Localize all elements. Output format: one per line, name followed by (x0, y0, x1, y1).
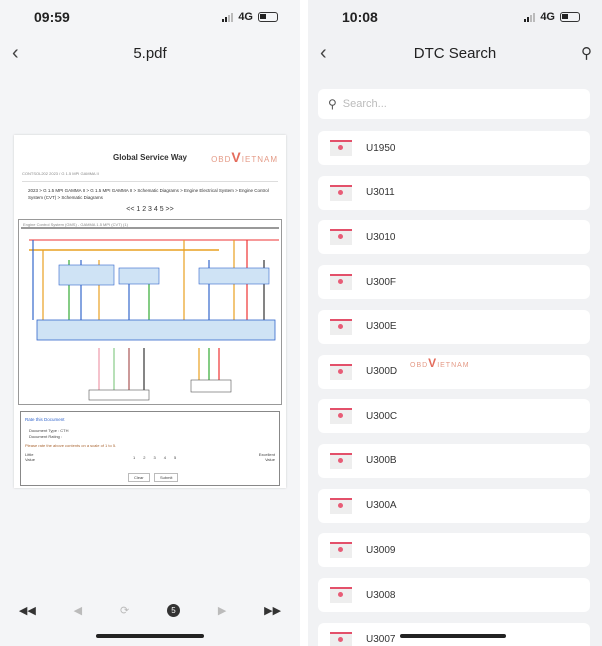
dtc-list-item[interactable]: U300E (318, 309, 590, 344)
pdf-page[interactable]: Global Service Way OBDVIETNAM CONTSOL202… (14, 135, 286, 488)
pdf-pager[interactable]: << 1 2 3 4 5 >> (126, 206, 174, 213)
home-indicator[interactable] (96, 634, 204, 638)
dtc-code: U300B (366, 455, 397, 467)
wiring-diagram: Engine Control System (GMS) - GAMMA 1.5 … (18, 219, 282, 405)
dtc-code-icon (330, 408, 352, 425)
prev-page-icon[interactable]: ◀ (73, 604, 83, 617)
dtc-code: U300D (366, 366, 398, 377)
dtc-list-item[interactable]: U3008 (318, 578, 590, 612)
network-label: 4G (540, 11, 555, 23)
dtc-list-item[interactable]: U300F (318, 265, 590, 300)
dtc-code: U3009 (366, 544, 396, 556)
dtc-code-icon (330, 274, 352, 291)
dtc-code: U300F (366, 276, 397, 288)
breadcrumb: 2023 > G 1.5 MPI GAMMA II > G 1.5 MPI GA… (28, 188, 269, 200)
submit-button[interactable]: Submit (154, 473, 179, 482)
time: 09:59 (34, 9, 70, 25)
dtc-code: U3011 (366, 187, 395, 199)
dtc-code-icon (330, 318, 352, 335)
back-icon[interactable]: ‹ (320, 41, 327, 64)
home-indicator[interactable] (400, 634, 506, 638)
last-page-icon[interactable]: ▶▶ (264, 604, 282, 617)
pdf-header: Global Service Way (113, 153, 187, 162)
dtc-list-item[interactable]: U300A (318, 488, 590, 523)
doc-id: CONTSOL202 2023 / G 1.5 MPI GAMMA II (22, 171, 99, 176)
nav-bar: ‹ DTC Search ⚲ (308, 34, 602, 72)
status-bar: 10:08 4G (308, 0, 602, 34)
dtc-code-icon (330, 497, 352, 514)
logo: OBDVIETNAM (211, 149, 278, 165)
clear-button[interactable]: Clear (128, 473, 150, 482)
pdf-toolbar: ◀◀ ◀ ⟳ 5 ▶ ▶▶ (0, 598, 300, 622)
dtc-list-item[interactable]: U3010 (318, 220, 590, 255)
time: 10:08 (342, 9, 378, 25)
pdf-viewer-screen: 09:59 4G ‹ 5.pdf Global Service Way OBDV… (0, 0, 300, 646)
dtc-list-item[interactable]: U300D (318, 354, 590, 389)
dtc-list-item[interactable]: U3011 (318, 175, 590, 210)
page-number-icon[interactable]: 5 (167, 603, 180, 617)
network-label: 4G (238, 11, 253, 23)
page-title: 5.pdf (133, 44, 167, 62)
search-icon[interactable]: ⚲ (581, 45, 592, 62)
page-title: DTC Search (413, 44, 497, 62)
dtc-code-icon (330, 140, 352, 156)
rating-5[interactable]: 5 (173, 455, 177, 460)
dtc-list-item[interactable]: U1950 (318, 131, 590, 165)
search-placeholder: Search... (342, 98, 387, 110)
rotate-icon[interactable]: ⟳ (119, 604, 130, 617)
dtc-code-icon (330, 184, 352, 201)
back-icon[interactable]: ‹ (12, 41, 19, 64)
dtc-code-icon (330, 631, 352, 646)
rating-4[interactable]: 4 (163, 455, 166, 460)
dtc-list-item[interactable]: U300B (318, 443, 590, 478)
dtc-code: U3008 (366, 589, 396, 601)
signal-icon (524, 12, 536, 22)
dtc-code-icon (330, 542, 352, 559)
rating-1[interactable]: 1 (133, 455, 136, 460)
rating-section: Rate this Document Document Type : CTH D… (20, 411, 280, 486)
dtc-code-icon (330, 452, 352, 469)
battery-icon (560, 12, 580, 22)
nav-bar: ‹ 5.pdf (0, 34, 300, 72)
next-page-icon[interactable]: ▶ (217, 604, 227, 617)
signal-icon (222, 12, 234, 22)
dtc-search-screen: 10:08 4G ‹ DTC Search ⚲ ⚲ Search... U195… (308, 0, 602, 646)
rating-2[interactable]: 2 (143, 455, 146, 460)
dtc-code-icon (330, 363, 352, 380)
dtc-list-item[interactable]: U3009 (318, 533, 590, 568)
watermark: OBDVIETNAM (410, 356, 470, 370)
dtc-code-icon (330, 587, 352, 603)
dtc-code-icon (330, 229, 352, 246)
dtc-code: U3007 (366, 634, 396, 646)
dtc-code: U300E (366, 321, 397, 333)
first-page-icon[interactable]: ◀◀ (18, 604, 36, 617)
battery-icon (258, 12, 278, 22)
dtc-code: U300C (366, 410, 398, 422)
dtc-code: U3010 (366, 231, 396, 243)
status-bar: 09:59 4G (0, 0, 300, 34)
rating-3[interactable]: 3 (153, 455, 156, 460)
dtc-code: U1950 (366, 142, 396, 154)
search-input[interactable]: ⚲ Search... (318, 89, 590, 119)
dtc-list-item[interactable]: U300C (318, 399, 590, 434)
dtc-code: U300A (366, 500, 397, 512)
search-icon: ⚲ (328, 97, 337, 111)
